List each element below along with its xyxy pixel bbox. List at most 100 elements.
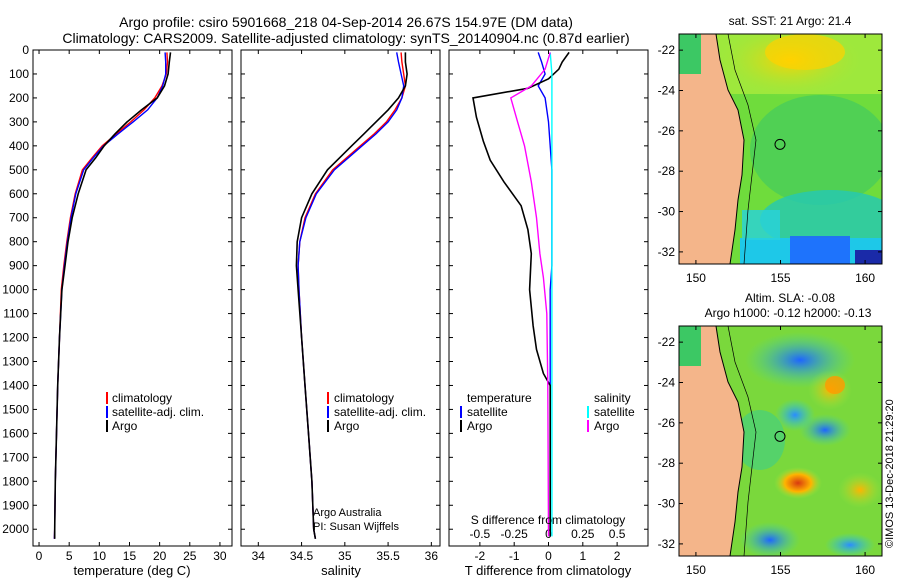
legend-satellite-label: satellite-adj. clim. [334, 405, 426, 419]
figure-title-line1: Argo profile: csiro 5901668_218 04-Sep-2… [119, 14, 573, 30]
series-line-satellite-adj-clim- [53, 52, 167, 539]
depth-tick-label: 1800 [2, 474, 29, 488]
top-tick-label: 0.5 [609, 527, 626, 541]
depth-tick-label: 1700 [2, 450, 29, 464]
depth-tick-label: 1300 [2, 354, 29, 368]
temperature-panel-frame [32, 49, 233, 547]
legend-t-satellite-label: satellite [467, 405, 508, 419]
depth-tick-label: 500 [9, 163, 29, 177]
depth-tick-label: 400 [9, 139, 29, 153]
map-y-tick-label: -26 [658, 124, 676, 138]
map-y-tick-label: -32 [658, 537, 676, 551]
x-tick-label: 0 [545, 549, 552, 563]
x-tick-label: 35.5 [376, 549, 400, 563]
map-y-tick-label: -24 [658, 83, 676, 97]
difference-xlabel: T difference from climatology [465, 563, 632, 578]
legend-argo-label: Argo [334, 419, 360, 433]
depth-tick-label: 1500 [2, 402, 29, 416]
series-line-climatology [53, 52, 169, 539]
imos-credit: ©IMOS 13-Dec-2018 21:29:20 [884, 399, 896, 548]
map-x-tick-label: 160 [855, 271, 875, 285]
sst-map-field [679, 34, 882, 264]
x-tick-label: -2 [475, 549, 486, 563]
series-line-climatology [297, 52, 407, 539]
credit-argo-australia: Argo Australia [313, 507, 382, 519]
x-tick-label: 20 [153, 549, 167, 563]
legend-s-satellite-label: satellite [594, 405, 635, 419]
sla-map-axes: -22 -24 -26 -28 -30 -32 150 155 160 [658, 326, 882, 577]
depth-tick-label: 0 [22, 43, 29, 57]
sst-argo-position-marker [774, 138, 786, 150]
map-x-tick-label: 155 [770, 271, 790, 285]
series-line-argo [295, 52, 408, 539]
difference-legend: temperature satellite Argo salinity sate… [460, 391, 635, 433]
x-tick-label: 15 [123, 549, 137, 563]
legend-climatology-label: climatology [334, 391, 394, 405]
x-tick-label: 2 [614, 549, 621, 563]
depth-tick-label: 200 [9, 91, 29, 105]
depth-tick-label: 100 [9, 67, 29, 81]
depth-tick-label: 1600 [2, 426, 29, 440]
legend-climatology-label: climatology [112, 391, 172, 405]
map-y-tick-label: -26 [658, 416, 676, 430]
depth-tick-label: 1400 [2, 378, 29, 392]
legend-satellite-label: satellite-adj. clim. [112, 405, 204, 419]
x-tick-label: 1 [579, 549, 586, 563]
x-tick-label: 35 [338, 549, 352, 563]
map-y-tick-label: -22 [658, 335, 676, 349]
x-tick-label: 25 [183, 549, 197, 563]
x-tick-label: 30 [213, 549, 227, 563]
difference-top-xlabel: S difference from climatology [471, 513, 626, 527]
map-y-tick-label: -24 [658, 375, 676, 389]
legend-salinity-title: salinity [594, 391, 631, 405]
credit-pi: PI: Susan Wijffels [313, 521, 399, 533]
sst-map-axes: -22 -24 -26 -28 -30 -32 150 155 160 [658, 34, 882, 285]
x-tick-label: 34.5 [290, 549, 314, 563]
series-line-s-argo [509, 52, 551, 537]
depth-tick-label: 800 [9, 235, 29, 249]
x-tick-label: -1 [509, 549, 520, 563]
x-tick-label: 5 [66, 549, 73, 563]
map-x-tick-label: 160 [855, 563, 875, 577]
x-tick-label: 10 [93, 549, 107, 563]
top-tick-label: 0.25 [571, 527, 595, 541]
top-tick-label: -0.5 [470, 527, 491, 541]
salinity-legend: climatology satellite-adj. clim. Argo Ar… [313, 391, 426, 533]
legend-temperature-title: temperature [467, 391, 532, 405]
depth-tick-label: 300 [9, 115, 29, 129]
series-line-satellite-adj-clim- [297, 52, 405, 539]
legend-s-argo-label: Argo [594, 419, 620, 433]
figure-title-line2: Climatology: CARS2009. Satellite-adjuste… [62, 30, 629, 46]
land-mass [679, 326, 744, 556]
depth-axis: 0 100 200 300 400 500 600 700 800 900 1000 1100 1200… [2, 43, 648, 536]
depth-tick-label: 1200 [2, 331, 29, 345]
map-y-tick-label: -32 [658, 245, 676, 259]
temperature-plot: 0 5 10 15 20 25 30 [36, 50, 227, 563]
depth-tick-label: 700 [9, 211, 29, 225]
depth-tick-label: 1100 [3, 307, 29, 321]
salinity-panel-frame [240, 49, 441, 547]
x-tick-label: 36 [425, 549, 439, 563]
series-line-argo [53, 52, 172, 539]
map-y-tick-label: -30 [658, 205, 676, 219]
map-y-tick-label: -30 [658, 497, 676, 511]
salinity-plot: 34 34.5 35 35.5 36 [252, 50, 439, 563]
series-line-t-argo [472, 51, 570, 537]
depth-tick-label: 1000 [2, 283, 29, 297]
sla-map-title-line2: Argo h1000: -0.12 h2000: -0.13 [705, 306, 872, 320]
depth-tick-label: 600 [9, 187, 29, 201]
legend-argo-label: Argo [112, 419, 138, 433]
series-line-s-satellite [549, 52, 553, 537]
map-y-tick-label: -28 [658, 164, 676, 178]
legend-t-argo-label: Argo [467, 419, 493, 433]
sst-map-title: sat. SST: 21 Argo: 21.4 [729, 14, 852, 28]
difference-plot: -2 -1 0 1 2-0.5 -0.25 0 0.25 0.5 [470, 50, 626, 563]
depth-tick-label: 900 [9, 259, 29, 273]
map-x-tick-label: 150 [686, 563, 706, 577]
map-y-tick-label: -22 [658, 43, 676, 57]
x-tick-label: 34 [252, 549, 266, 563]
map-y-tick-label: -28 [658, 456, 676, 470]
x-tick-label: 0 [36, 549, 43, 563]
map-x-tick-label: 150 [686, 271, 706, 285]
